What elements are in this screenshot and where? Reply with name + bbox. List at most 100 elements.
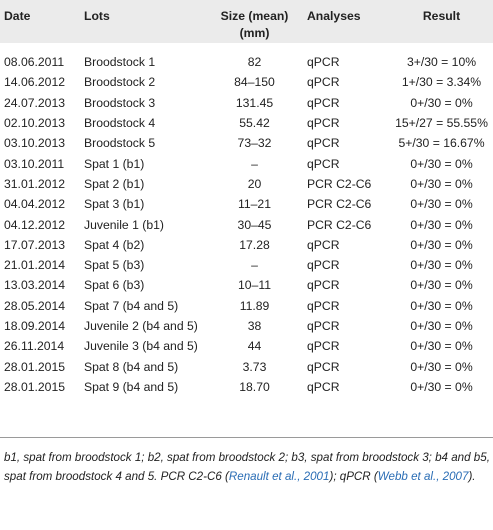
cell-result: 0+/30 = 0% <box>410 319 473 333</box>
cell-lot: Spat 4 (b2) <box>84 237 145 252</box>
cell-size: 38 <box>247 319 262 333</box>
cell-date: 26.11.2014 <box>4 339 65 354</box>
cell-date: 28.01.2015 <box>4 359 65 374</box>
citation-link-renault[interactable]: Renault et al., 2001 <box>228 469 330 483</box>
header-size-line2: (mm) <box>239 26 270 40</box>
header-size-line1: Size (mean) <box>220 9 289 23</box>
cell-lot: Broodstock 4 <box>84 116 156 131</box>
cell-lot: Broodstock 2 <box>84 75 156 90</box>
table-row: 03.10.2011 Spat 1 (b1) – qPCR 0+/30 = 0% <box>0 153 493 173</box>
cell-analysis: qPCR <box>307 75 340 90</box>
cell-date: 04.12.2012 <box>4 217 65 232</box>
table-row: 18.09.2014 Juvenile 2 (b4 and 5) 38 qPCR 0+/… <box>0 316 493 336</box>
cell-result: 5+/30 = 16.67% <box>398 136 485 151</box>
cell-date: 03.10.2013 <box>4 136 65 151</box>
cell-size: 82 <box>247 55 262 70</box>
cell-result: 0+/30 = 0% <box>410 95 473 110</box>
cell-size: 44 <box>247 339 262 354</box>
cell-result: 0+/30 = 0% <box>410 197 473 212</box>
cell-size: 55.42 <box>239 116 270 131</box>
cell-analysis: PCR C2-C6 <box>307 217 372 232</box>
cell-result: 1+/30 = 3.34% <box>401 75 482 90</box>
table-row: 28.01.2015 Spat 8 (b4 and 5) 3.73 qPCR 0+/30… <box>0 356 493 376</box>
footnote-text-a: b1, spat from broodstock 1; b2, spat fro… <box>4 451 490 483</box>
cell-date: 18.09.2014 <box>4 319 65 333</box>
table-row: 02.10.2013 Broodstock 4 55.42 qPCR 15+/27 = … <box>0 113 493 133</box>
cell-analysis: qPCR <box>307 237 340 252</box>
cell-date: 28.05.2014 <box>4 298 65 313</box>
cell-analysis: qPCR <box>307 339 340 354</box>
cell-lot: Spat 3 (b1) <box>84 197 145 212</box>
cell-size: 11.89 <box>239 298 270 313</box>
table-row: 04.12.2012 Juvenile 1 (b1) 30–45 PCR C2-C6 0… <box>0 214 493 234</box>
cell-analysis: qPCR <box>307 156 340 171</box>
footnote-text-c: ). <box>468 469 476 483</box>
header-analyses: Analyses <box>307 9 361 23</box>
cell-result: 0+/30 = 0% <box>410 339 473 354</box>
cell-analysis: PCR C2-C6 <box>307 176 372 191</box>
cell-lot: Juvenile 2 (b4 and 5) <box>84 319 198 333</box>
cell-size: 30–45 <box>237 217 272 232</box>
cell-result: 3+/30 = 10% <box>406 55 477 70</box>
table-footnote: b1, spat from broodstock 1; b2, spat fro… <box>4 449 490 486</box>
cell-analysis: qPCR <box>307 55 340 70</box>
cell-date: 17.07.2013 <box>4 237 65 252</box>
cell-lot: Spat 2 (b1) <box>84 176 145 191</box>
cell-analysis: qPCR <box>307 258 340 273</box>
cell-result: 0+/30 = 0% <box>410 156 473 171</box>
cell-result: 0+/30 = 0% <box>410 176 473 191</box>
cell-analysis: qPCR <box>307 95 340 110</box>
cell-date: 02.10.2013 <box>4 116 65 131</box>
cell-size: – <box>251 258 258 273</box>
cell-result: 0+/30 = 0% <box>410 258 473 273</box>
cell-date: 03.10.2011 <box>4 156 65 171</box>
cell-lot: Broodstock 1 <box>84 55 156 70</box>
table-row: 08.06.2011 Broodstock 1 82 qPCR 3+/30 = 10% <box>0 43 493 72</box>
cell-date: 04.04.2012 <box>4 197 65 212</box>
cell-lot: Broodstock 3 <box>84 95 156 110</box>
cell-size: 17.28 <box>239 237 270 252</box>
cell-size: – <box>251 156 258 171</box>
cell-analysis: qPCR <box>307 136 340 151</box>
cell-size: 10–11 <box>238 278 271 293</box>
cell-lot: Spat 9 (b4 and 5) <box>84 379 179 394</box>
header-result: Result <box>422 9 461 23</box>
cell-analysis: qPCR <box>307 298 340 313</box>
table-row: 21.01.2014 Spat 5 (b3) – qPCR 0+/30 = 0% <box>0 255 493 275</box>
header-row: Date Lots Size (mean) (mm) Analyses Resu… <box>0 0 493 43</box>
table-row: 28.05.2014 Spat 7 (b4 and 5) 11.89 qPCR 0+/3… <box>0 296 493 316</box>
cell-lot: Spat 1 (b1) <box>84 156 145 171</box>
cell-lot: Juvenile 1 (b1) <box>84 217 164 232</box>
table-row: 28.01.2015 Spat 9 (b4 and 5) 18.70 qPCR 0+/3… <box>0 377 493 405</box>
cell-lot: Spat 6 (b3) <box>84 278 145 293</box>
table-body: 08.06.2011 Broodstock 1 82 qPCR 3+/30 = 10% 1… <box>0 43 493 405</box>
cell-date: 14.06.2012 <box>4 75 65 90</box>
results-table: Date Lots Size (mean) (mm) Analyses Resu… <box>0 0 493 405</box>
table-row: 04.04.2012 Spat 3 (b1) 11–21 PCR C2-C6 0+/30… <box>0 194 493 214</box>
cell-date: 08.06.2011 <box>4 55 65 70</box>
cell-date: 24.07.2013 <box>4 95 65 110</box>
cell-result: 0+/30 = 0% <box>410 359 473 374</box>
cell-analysis: qPCR <box>307 116 340 131</box>
cell-size: 73–32 <box>237 136 272 151</box>
cell-analysis: qPCR <box>307 319 340 333</box>
table-bottom-rule <box>0 437 493 438</box>
header-date: Date <box>4 9 31 23</box>
cell-lot: Spat 8 (b4 and 5) <box>84 359 179 374</box>
cell-size: 84–150 <box>234 75 275 90</box>
cell-size: 11–21 <box>238 197 271 212</box>
citation-link-webb[interactable]: Webb et al., 2007 <box>377 469 469 483</box>
cell-lot: Broodstock 5 <box>84 136 156 151</box>
cell-analysis: qPCR <box>307 278 340 293</box>
table-row: 03.10.2013 Broodstock 5 73–32 qPCR 5+/30 = 1… <box>0 133 493 153</box>
table-row: 26.11.2014 Juvenile 3 (b4 and 5) 44 qPCR 0+/… <box>0 336 493 356</box>
table-row: 24.07.2013 Broodstock 3 131.45 qPCR 0+/30 = … <box>0 93 493 113</box>
header-size: Size (mean) (mm) <box>206 0 303 43</box>
cell-result: 0+/30 = 0% <box>410 379 473 394</box>
cell-result: 0+/30 = 0% <box>410 298 473 313</box>
cell-lot: Spat 5 (b3) <box>84 258 145 273</box>
cell-result: 0+/30 = 0% <box>410 217 473 232</box>
cell-result: 0+/30 = 0% <box>410 278 473 293</box>
cell-analysis: PCR C2-C6 <box>307 197 372 212</box>
